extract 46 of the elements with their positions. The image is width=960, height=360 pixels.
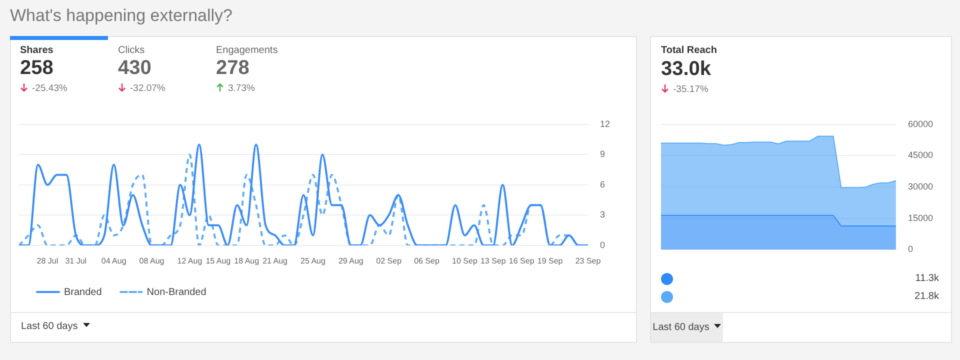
- text: Last 60 days: [21, 321, 78, 332]
- text: 278: [216, 57, 250, 80]
- legend-label: Branded: [64, 286, 102, 298]
- x-tick-label: 08 Aug: [139, 256, 164, 266]
- x-tick-label: 31 Jul: [65, 256, 87, 266]
- y-tick-label: 60000: [908, 118, 934, 129]
- legend-label: Non-Branded: [146, 286, 206, 298]
- x-tick-label: 13 Sep: [480, 256, 506, 266]
- y-tick-label: 15000: [908, 212, 934, 223]
- chart-title: Total Reach: [661, 45, 717, 56]
- text: -25.43%: [32, 83, 68, 94]
- text: 11.3k: [915, 273, 939, 284]
- text: -32.07%: [130, 83, 166, 94]
- x-tick-label: 06 Sep: [414, 256, 440, 266]
- text: -35.17%: [673, 84, 708, 95]
- y-tick-label: 0: [908, 244, 913, 254]
- x-tick-label: 18 Aug: [234, 256, 260, 266]
- x-tick-label: 15 Aug: [206, 256, 231, 266]
- x-tick-label: 04 Aug: [101, 256, 126, 266]
- y-tick-label: 30000: [908, 181, 934, 192]
- y-tick-label: 12: [600, 118, 610, 129]
- text: 258: [20, 57, 54, 80]
- text: 21.8k: [914, 291, 939, 302]
- text: Last 60 days: [652, 322, 710, 333]
- text: 430: [118, 57, 152, 80]
- y-tick-label: 6: [600, 179, 606, 190]
- y-tick-label: 45000: [908, 150, 934, 160]
- x-tick-label: 19 Sep: [537, 256, 564, 266]
- x-tick-label: 12 Aug: [177, 256, 202, 266]
- y-tick-label: 0: [600, 240, 606, 250]
- y-tick-label: 3: [600, 210, 606, 220]
- x-tick-label: 23 Sep: [575, 256, 602, 266]
- x-tick-label: 02 Sep: [376, 256, 402, 266]
- text: 3.73%: [228, 83, 255, 94]
- text: Shares: [20, 45, 54, 56]
- x-tick-label: 28 Jul: [36, 256, 58, 266]
- chart-subtitle: 33.0k: [661, 58, 712, 81]
- x-tick-label: 29 Aug: [338, 256, 364, 266]
- x-tick-label: 10 Sep: [452, 256, 478, 266]
- x-tick-label: 16 Sep: [508, 256, 535, 266]
- x-tick-label: 25 Aug: [300, 256, 326, 266]
- x-tick-label: 21 Aug: [262, 256, 288, 266]
- text: Clicks: [118, 45, 146, 56]
- text: Engagements: [216, 45, 279, 56]
- y-tick-label: 9: [600, 149, 606, 160]
- chart-title: What's happening externally?: [10, 6, 232, 26]
